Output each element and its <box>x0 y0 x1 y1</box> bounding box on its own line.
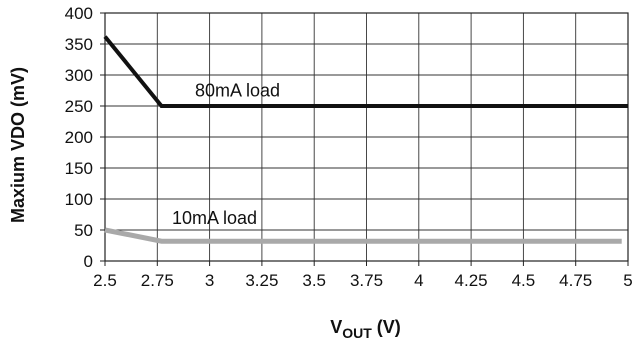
y-tick-label: 300 <box>65 66 93 85</box>
x-tick-label: 3 <box>205 271 214 290</box>
y-tick-label: 350 <box>65 35 93 54</box>
x-axis-title-unit: (V) <box>372 317 401 337</box>
x-tick-label: 2.5 <box>93 271 117 290</box>
x-tick-label: 4.75 <box>559 271 592 290</box>
x-tick-label: 4.25 <box>455 271 488 290</box>
x-tick-label: 3.5 <box>302 271 326 290</box>
x-tick-label: 4 <box>414 271 423 290</box>
y-tick-label: 0 <box>84 252 93 271</box>
x-tick-label: 3.75 <box>350 271 383 290</box>
x-tick-label: 5 <box>623 271 632 290</box>
y-tick-label: 200 <box>65 128 93 147</box>
series-label-80ma: 80mA load <box>195 81 280 101</box>
y-tick-label: 50 <box>74 221 93 240</box>
tick-labels: 2.5 2.75 3 3.25 3.5 3.75 4 4.25 4.5 4.75 505010015… <box>65 4 633 290</box>
y-axis-title: Maxium VDO (mV) <box>8 67 28 223</box>
y-tick-label: 250 <box>65 97 93 116</box>
plot-area-frame <box>104 12 629 262</box>
grid-lines <box>100 12 629 266</box>
series-label-10ma: 10mA load <box>172 208 257 228</box>
x-axis-title-main: V <box>330 317 342 337</box>
series-layer <box>103 35 628 244</box>
x-tick-label: 3.25 <box>245 271 278 290</box>
series-line-10ma <box>104 227 622 244</box>
x-tick-label: 4.5 <box>512 271 536 290</box>
y-tick-label: 100 <box>65 190 93 209</box>
y-tick-label: 400 <box>65 4 93 23</box>
x-axis-title-sub: OUT <box>342 325 372 341</box>
y-tick-label: 150 <box>65 159 93 178</box>
series-line-80ma <box>103 35 628 108</box>
series-annotations: 80mA load 10mA load <box>172 81 280 228</box>
x-axis-title: VOUT (V) <box>330 317 401 341</box>
x-tick-label: 2.75 <box>141 271 174 290</box>
